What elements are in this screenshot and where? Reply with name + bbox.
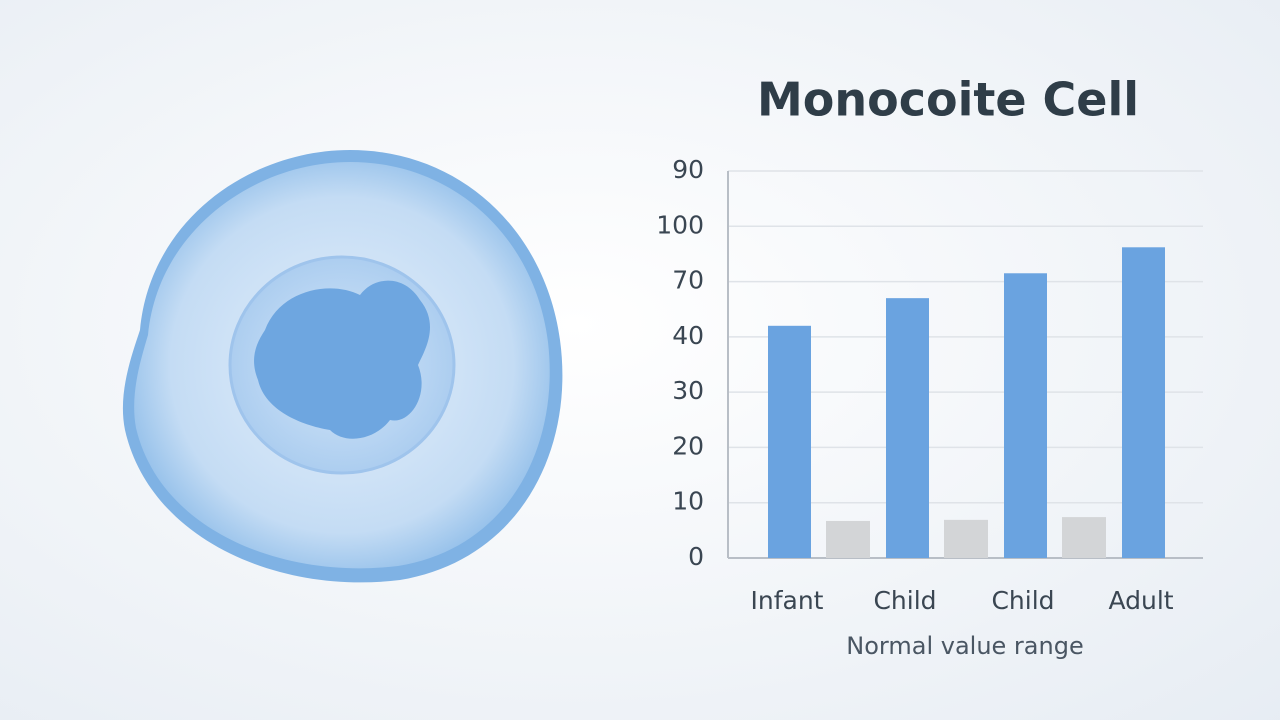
y-tick-label: 100 xyxy=(656,210,704,239)
bar xyxy=(768,325,811,558)
bar xyxy=(1004,273,1047,558)
bar xyxy=(826,520,870,558)
bar xyxy=(1122,247,1165,558)
y-tick-label: 70 xyxy=(672,266,704,295)
x-tick-label: Child xyxy=(873,586,936,615)
x-tick-label: Infant xyxy=(751,586,824,615)
cell-illustration xyxy=(122,150,563,583)
y-tick-label: 90 xyxy=(672,155,704,184)
x-axis-label: Normal value range xyxy=(846,632,1083,660)
y-tick-label: 10 xyxy=(672,487,704,516)
bar xyxy=(1062,517,1106,558)
chart-title: Monocoite Cell xyxy=(757,73,1139,127)
bar xyxy=(886,298,929,558)
y-tick-label: 30 xyxy=(672,376,704,405)
y-tick-label: 40 xyxy=(672,321,704,350)
y-tick-label: 20 xyxy=(672,431,704,460)
bar xyxy=(944,519,988,558)
x-tick-label: Child xyxy=(991,586,1054,615)
x-tick-label: Adult xyxy=(1108,586,1173,615)
y-tick-label: 0 xyxy=(688,542,704,571)
